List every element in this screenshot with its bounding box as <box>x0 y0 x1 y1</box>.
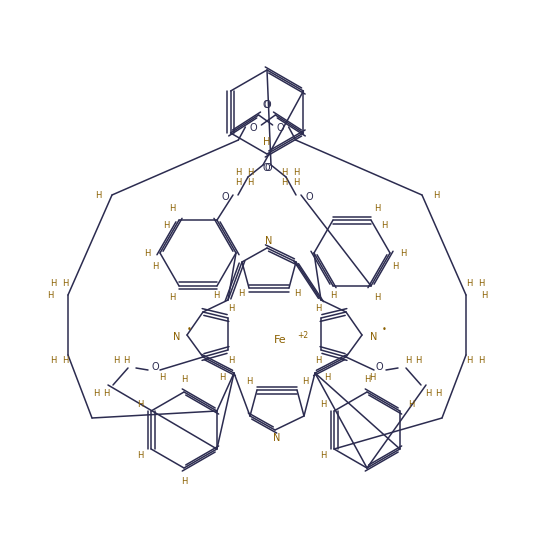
Text: H: H <box>415 356 421 365</box>
Text: H: H <box>369 374 375 382</box>
Text: O: O <box>264 100 271 110</box>
Text: H: H <box>50 278 56 287</box>
Text: •: • <box>186 324 191 334</box>
Text: H: H <box>181 477 187 486</box>
Text: H: H <box>137 451 143 460</box>
Text: H: H <box>374 293 381 302</box>
Text: N: N <box>265 236 273 246</box>
Text: H: H <box>219 374 225 382</box>
Text: H: H <box>281 167 287 176</box>
Text: H: H <box>405 356 411 365</box>
Text: H: H <box>478 356 484 365</box>
Text: H: H <box>320 400 326 409</box>
Text: H: H <box>62 278 68 287</box>
Text: H: H <box>50 356 56 365</box>
Text: H: H <box>169 293 176 302</box>
Text: H: H <box>293 178 299 186</box>
Text: N: N <box>273 433 281 443</box>
Text: H: H <box>315 304 321 312</box>
Text: H: H <box>169 204 176 213</box>
Text: H: H <box>392 262 398 270</box>
Text: H: H <box>302 377 308 386</box>
Text: H: H <box>144 249 150 258</box>
Text: H: H <box>315 356 321 365</box>
Text: +2: +2 <box>297 330 309 339</box>
Text: O: O <box>262 163 270 173</box>
Text: H: H <box>478 278 484 287</box>
Text: H: H <box>293 167 299 176</box>
Text: H: H <box>152 262 158 270</box>
Text: H: H <box>481 291 487 300</box>
Text: H: H <box>247 167 253 176</box>
Text: H: H <box>47 291 53 300</box>
Text: H: H <box>235 178 241 186</box>
Text: H: H <box>408 400 414 409</box>
Text: O: O <box>277 123 285 133</box>
Text: O: O <box>249 123 257 133</box>
Text: H: H <box>433 190 439 199</box>
Text: O: O <box>264 163 272 173</box>
Text: H: H <box>235 167 241 176</box>
Text: N: N <box>370 332 378 342</box>
Text: H: H <box>281 178 287 186</box>
Text: H: H <box>238 288 244 297</box>
Text: H: H <box>374 204 381 213</box>
Text: H: H <box>320 451 326 460</box>
Text: O: O <box>151 362 159 372</box>
Text: H: H <box>294 288 300 297</box>
Text: H: H <box>123 356 129 365</box>
Text: O: O <box>305 192 313 202</box>
Text: H: H <box>425 389 431 398</box>
Text: O: O <box>221 192 229 202</box>
Text: Fe: Fe <box>274 335 286 345</box>
Text: O: O <box>375 362 383 372</box>
Text: H: H <box>228 304 234 312</box>
Text: H: H <box>103 389 109 398</box>
Text: H: H <box>247 178 253 186</box>
Text: H: H <box>213 291 219 300</box>
Text: H: H <box>246 377 252 386</box>
Text: •: • <box>382 324 387 334</box>
Text: H: H <box>400 249 406 258</box>
Text: H: H <box>95 190 101 199</box>
Text: H: H <box>137 400 143 409</box>
Text: H: H <box>364 375 370 384</box>
Text: H: H <box>93 389 99 398</box>
Text: N: N <box>174 332 180 342</box>
Text: H: H <box>113 356 119 365</box>
Text: H: H <box>466 356 472 365</box>
Text: H: H <box>466 278 472 287</box>
Text: O: O <box>263 100 270 110</box>
Text: H: H <box>228 356 234 365</box>
Text: H: H <box>324 374 330 382</box>
Text: H: H <box>263 137 271 147</box>
Text: H: H <box>163 221 169 230</box>
Text: H: H <box>62 356 68 365</box>
Text: H: H <box>181 375 187 384</box>
Text: H: H <box>159 374 165 382</box>
Text: H: H <box>435 389 441 398</box>
Text: H: H <box>330 291 336 300</box>
Text: H: H <box>381 221 387 230</box>
